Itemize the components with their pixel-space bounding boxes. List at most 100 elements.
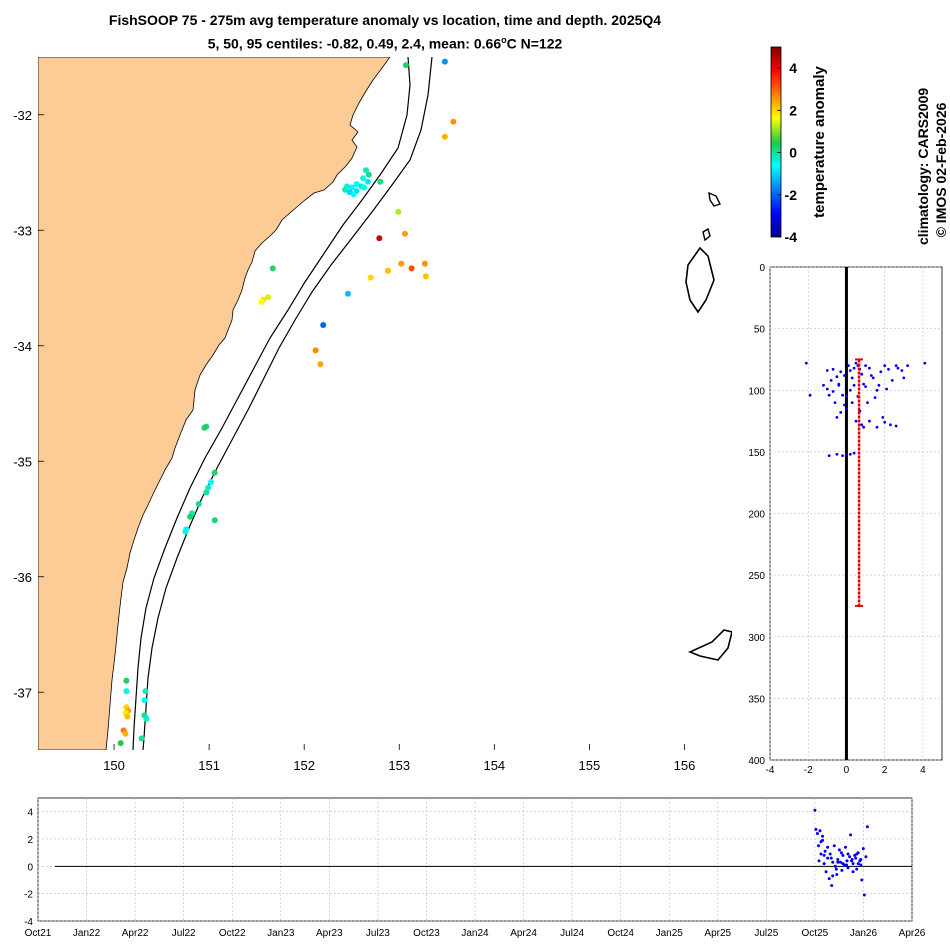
- time-data-point: [846, 866, 850, 870]
- time-data-point: [817, 844, 820, 848]
- time-x-tick-label: Apr22: [122, 928, 149, 939]
- depth-data-point: [837, 382, 841, 386]
- depth-data-point: [864, 385, 867, 388]
- depth-data-point: [831, 367, 835, 371]
- map-data-point: [124, 713, 131, 720]
- map-data-point: [363, 167, 369, 174]
- time-data-point: [823, 849, 827, 853]
- map-data-point: [342, 186, 349, 193]
- time-x-tick-label: Oct21: [25, 928, 52, 939]
- time-data-point: [840, 868, 844, 872]
- map-data-point: [395, 208, 402, 215]
- map-data-point: [402, 230, 408, 237]
- subtitle-stats: 5, 50, 95 centiles: -0.82, 0.49, 2.4, me…: [207, 35, 502, 52]
- depth-data-point: [875, 425, 879, 429]
- depth-data-point: [854, 361, 858, 365]
- map-data-point: [441, 58, 448, 65]
- time-x-tick-label: Oct22: [219, 928, 246, 939]
- time-data-point: [834, 867, 838, 871]
- depth-data-point: [869, 374, 873, 377]
- time-data-point: [831, 860, 835, 864]
- time-y-tick-label: 2: [27, 835, 33, 846]
- map-data-point: [143, 715, 150, 722]
- time-data-point: [841, 862, 845, 866]
- map-x-tick-label: 154: [483, 758, 505, 773]
- time-data-point: [824, 870, 828, 874]
- depth-y-tick-label: 100: [748, 386, 765, 397]
- land-mass: [38, 57, 391, 750]
- time-data-point: [835, 873, 839, 876]
- time-data-point: [836, 860, 840, 864]
- time-series-panel: Oct21 Jan22 Apr22 Jul22 Oct22 Jan23 Apr23 Jul23…: [24, 797, 926, 939]
- depth-data-point: [883, 420, 887, 424]
- time-x-tick-label: Oct24: [607, 928, 634, 939]
- depth-data-point: [860, 423, 864, 427]
- map-y-tick-label: -36: [13, 570, 32, 585]
- time-data-point: [841, 853, 845, 857]
- time-y-tick-label: -4: [24, 917, 33, 928]
- depth-data-point: [885, 387, 888, 391]
- time-x-tick-label: Jan24: [461, 928, 489, 939]
- time-data-point: [814, 827, 818, 831]
- time-data-point: [851, 862, 855, 866]
- time-data-point: [833, 864, 837, 868]
- depth-data-point: [839, 370, 843, 374]
- colorbar-tick-label: 4: [789, 60, 797, 76]
- map-data-point: [398, 260, 405, 267]
- depth-y-tick-label: 400: [748, 756, 765, 767]
- depth-data-point: [852, 366, 856, 370]
- map-y-tick-label: -32: [13, 108, 32, 123]
- depth-data-point: [923, 361, 927, 365]
- depth-data-point: [854, 419, 858, 423]
- map-data-point: [361, 184, 368, 191]
- time-data-point: [837, 848, 841, 852]
- depth-data-point: [833, 401, 837, 404]
- depth-data-point: [843, 403, 846, 407]
- time-data-point: [855, 852, 859, 856]
- subtitle-count: N=122: [516, 35, 563, 52]
- map-data-point: [117, 740, 124, 747]
- map-x-tick-label: 152: [293, 758, 315, 773]
- time-data-point: [864, 855, 868, 859]
- time-data-point: [821, 834, 824, 838]
- island-offshore-small: [702, 227, 711, 242]
- island-southeast: [687, 629, 732, 661]
- depth-data-point: [848, 452, 852, 456]
- time-data-point: [846, 852, 850, 856]
- map-y-tick-label: -34: [13, 339, 32, 354]
- depth-data-point: [827, 393, 831, 397]
- depth-data-point: [831, 390, 835, 393]
- depth-data-point: [839, 411, 843, 414]
- map-data-point: [344, 290, 351, 297]
- time-data-point: [838, 860, 842, 864]
- depth-y-tick-label: 300: [748, 633, 765, 644]
- time-x-tick-label: Jan25: [656, 928, 684, 939]
- map-data-point: [320, 322, 327, 328]
- map-data-point: [376, 235, 383, 242]
- time-data-point: [849, 833, 853, 837]
- map-panel: 150 151 152 153 154 155 156 -32 -33 -34 -35 -36 -37: [13, 57, 732, 773]
- map-data-point: [348, 184, 355, 191]
- colorbar-tick-label: -2: [785, 187, 798, 203]
- time-data-point: [844, 845, 847, 849]
- depth-data-point: [835, 375, 839, 379]
- time-data-point: [813, 808, 817, 812]
- time-data-point: [836, 858, 840, 861]
- island-lord-howe-north: [708, 191, 721, 207]
- depth-data-point: [890, 379, 894, 382]
- depth-data-point: [848, 369, 852, 372]
- time-data-point: [854, 856, 858, 860]
- depth-y-tick-label: 0: [759, 263, 765, 274]
- map-data-point: [123, 677, 130, 684]
- subtitle-unit: C: [506, 35, 517, 52]
- map-data-point: [377, 178, 384, 185]
- depth-y-tick-label: 250: [748, 571, 765, 582]
- map-x-tick-label: 151: [198, 758, 220, 773]
- depth-data-point: [879, 370, 883, 374]
- map-data-point: [201, 424, 208, 431]
- time-x-tick-label: Apr24: [510, 928, 537, 939]
- map-data-point: [138, 735, 145, 742]
- time-data-point: [827, 877, 831, 881]
- isobath-shallow: [132, 57, 411, 750]
- depth-data-point: [860, 372, 864, 376]
